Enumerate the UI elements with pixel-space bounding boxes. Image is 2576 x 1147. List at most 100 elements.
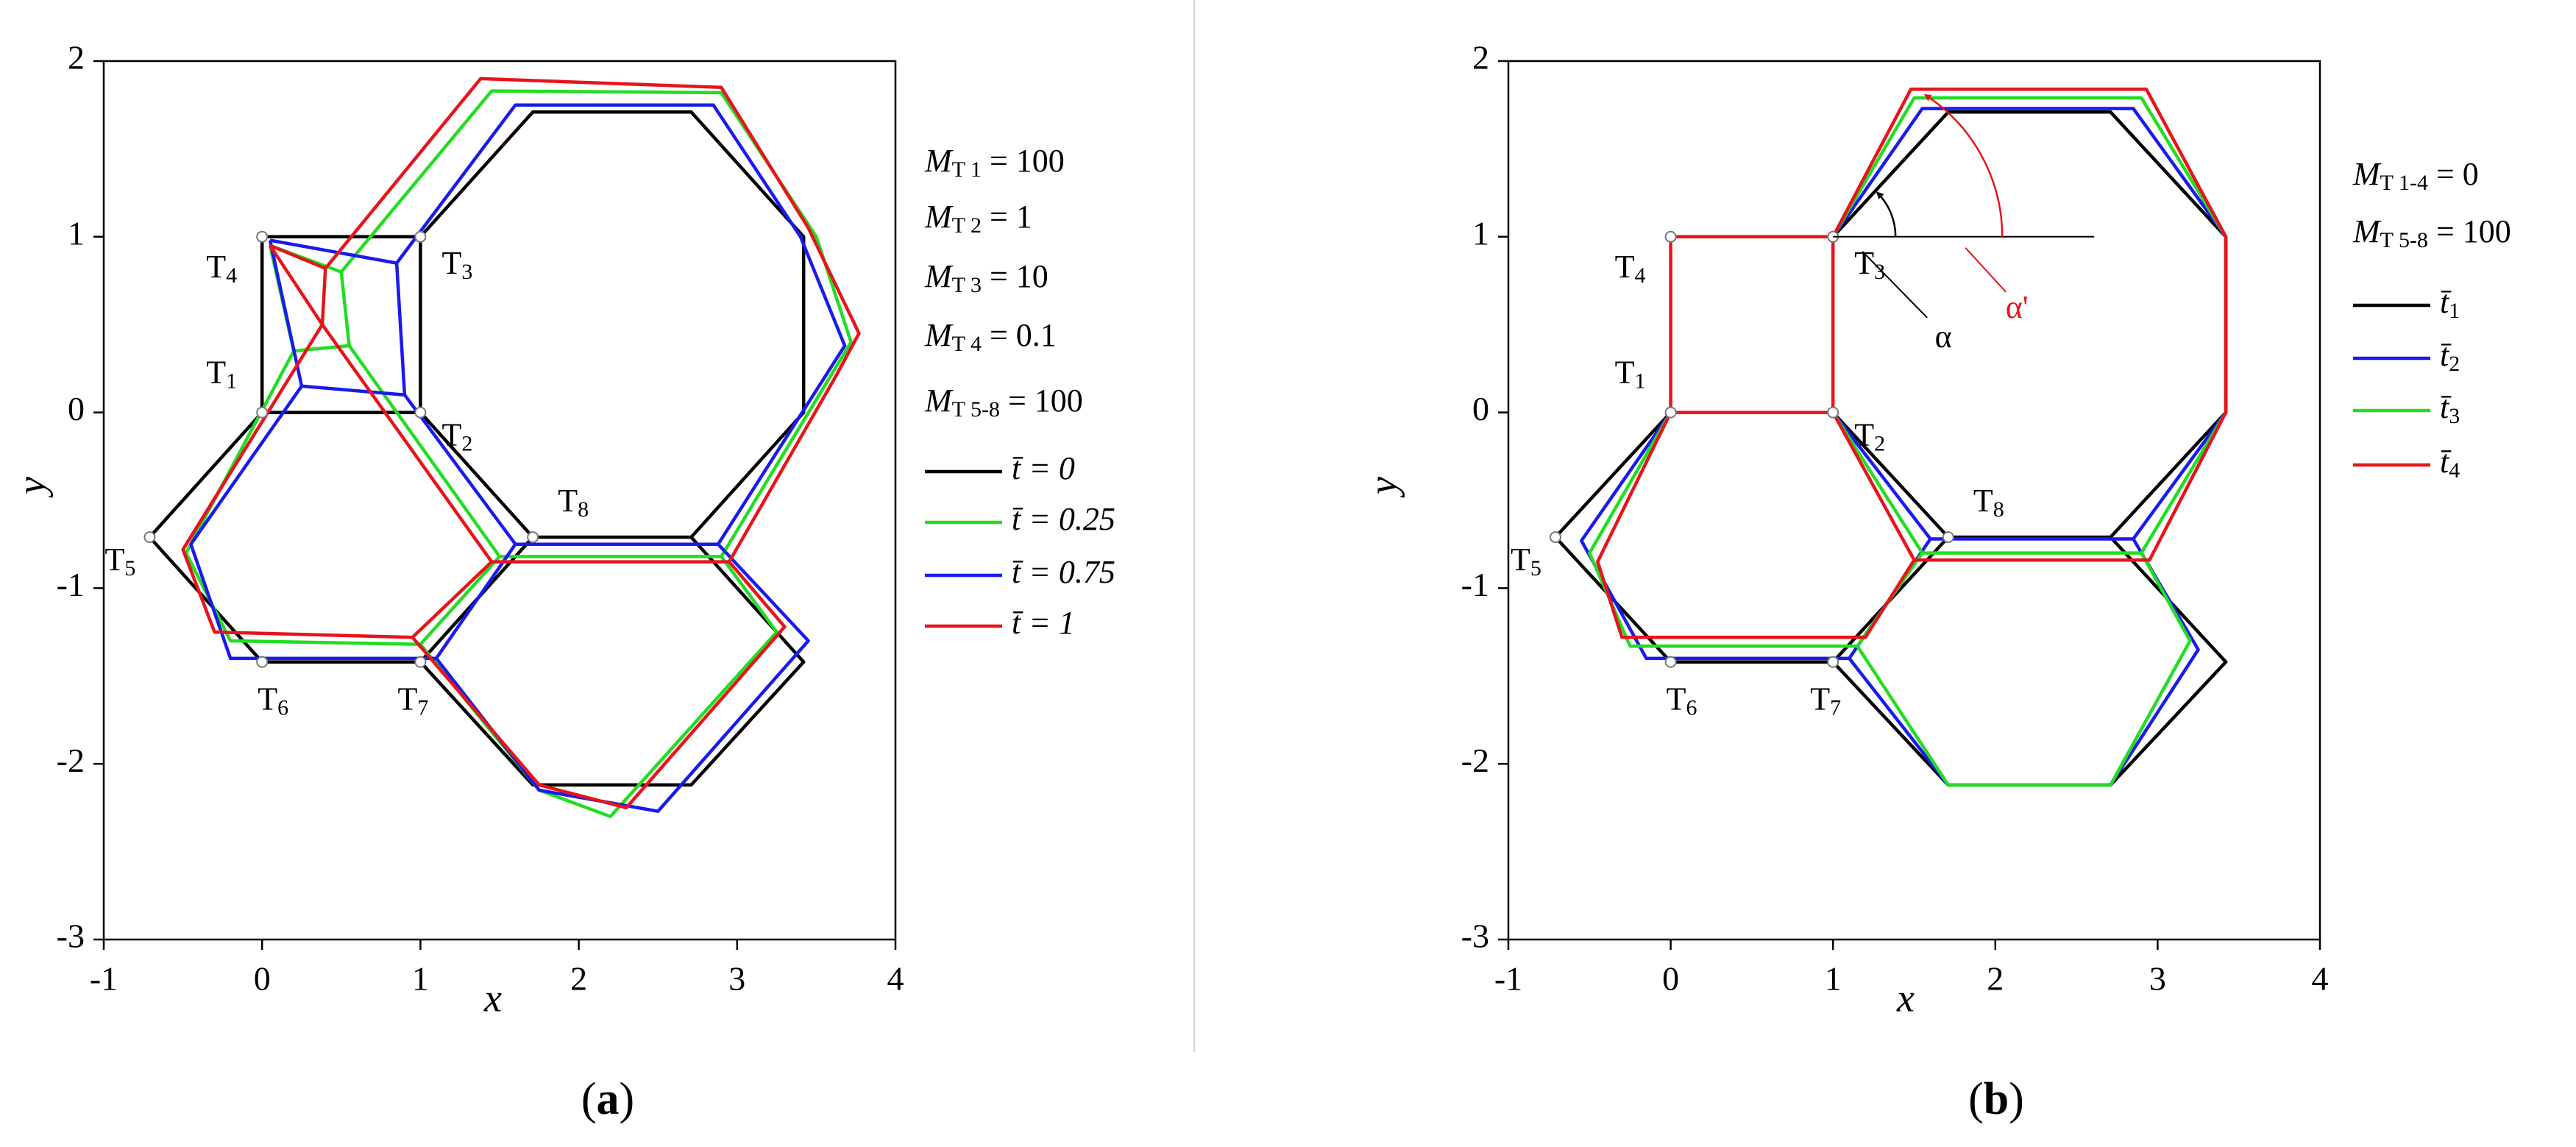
caption-part: ): [620, 1074, 635, 1124]
node-label: T2: [1854, 417, 1885, 456]
caption-part: a: [597, 1074, 620, 1124]
node-label-main: T: [206, 355, 226, 391]
node-label: T4: [1615, 249, 1646, 288]
x-tick-label: 3: [728, 960, 745, 998]
legend-name: t̄ = 0.25: [1012, 501, 1115, 537]
y-tick-label: 2: [68, 39, 85, 77]
legend-subscript: 2: [2449, 352, 2460, 376]
legend-parameter: MT 5-8 = 100: [924, 383, 1083, 422]
legend-name: t̄: [2440, 444, 2452, 480]
node-marker: [1664, 230, 1677, 243]
x-axis-label: x: [1896, 976, 1915, 1020]
y-tick-label: 1: [1472, 214, 1489, 252]
node-label-sub: 8: [578, 497, 589, 522]
node-marker: [143, 531, 156, 544]
y-tick-label: -2: [57, 742, 85, 779]
param-subscript: T 1: [952, 157, 982, 182]
x-tick-label: 1: [412, 960, 429, 998]
x-tick-label: 4: [2312, 960, 2329, 998]
param-value: = 100: [2428, 213, 2511, 249]
panel-caption: (b): [1968, 1074, 2024, 1124]
x-tick-label: 2: [570, 960, 587, 998]
param-symbol: M: [924, 258, 954, 294]
panel-caption: (a): [581, 1074, 634, 1124]
node-marker: [414, 230, 427, 243]
node-label-main: T: [1854, 245, 1874, 281]
node-label-main: T: [258, 681, 277, 717]
legend-name: t̄: [2440, 284, 2452, 320]
node-label-main: T: [558, 483, 578, 519]
param-subscript: T 2: [952, 213, 982, 238]
node-label: T3: [441, 245, 472, 284]
legend-parameter: MT 4 = 0.1: [924, 317, 1057, 356]
x-tick-label: 2: [1987, 960, 2004, 998]
node-marker: [414, 656, 427, 668]
node-marker: [527, 531, 539, 544]
node-label-sub: 2: [1874, 431, 1885, 455]
node-label-sub: 4: [226, 263, 237, 288]
node-label-sub: 6: [277, 696, 288, 720]
y-tick-label: 0: [1472, 390, 1489, 427]
node-marker: [256, 656, 269, 668]
node-label-main: T: [1854, 417, 1874, 453]
caption-part: (: [1968, 1074, 1984, 1124]
series-line: [1596, 87, 2228, 639]
x-tick-label: 0: [1662, 960, 1679, 998]
y-tick-label: -3: [57, 917, 85, 955]
node-label: T5: [104, 541, 135, 580]
node-label-main: T: [1615, 249, 1635, 285]
legend-parameter: MT 3 = 10: [924, 258, 1049, 297]
node-label: T6: [258, 681, 288, 720]
param-value: = 100: [1000, 383, 1083, 419]
legend-subscript: 4: [2449, 458, 2460, 483]
node-label: T1: [1615, 355, 1646, 394]
node-marker: [1664, 406, 1677, 419]
node-label: T2: [441, 417, 472, 456]
node-marker: [1942, 531, 1954, 544]
legend-label: t̄2: [2440, 337, 2460, 376]
param-value: = 10: [982, 258, 1049, 294]
node-marker: [414, 406, 427, 419]
param-value: = 0.1: [982, 317, 1057, 353]
x-tick-label: 1: [1825, 960, 1842, 998]
node-label: T8: [1973, 483, 2004, 522]
y-tick-label: -1: [1461, 566, 1489, 603]
param-subscript: T 3: [952, 273, 982, 297]
node-marker: [1664, 656, 1677, 668]
node-label: T3: [1854, 245, 1885, 284]
node-label-main: T: [441, 245, 461, 281]
node-label-main: T: [1973, 483, 1993, 519]
x-axis-label: x: [483, 976, 502, 1020]
node-label-main: T: [104, 541, 124, 578]
y-tick-label: -2: [1461, 742, 1489, 779]
param-subscript: T 4: [952, 332, 982, 356]
node-marker: [1827, 656, 1839, 668]
legend-parameter: MT 2 = 1: [924, 199, 1032, 238]
legend-label: t̄4: [2440, 444, 2460, 483]
legend-subscript: 3: [2449, 404, 2460, 428]
y-axis-label: y: [1360, 477, 1405, 498]
caption-part: (: [581, 1074, 597, 1124]
angle-arc: [1876, 191, 1897, 237]
node-label: T7: [397, 681, 428, 720]
caption-part: ): [2009, 1074, 2024, 1124]
node-label-main: T: [441, 417, 461, 453]
param-symbol: M: [924, 143, 954, 179]
node-label-main: T: [1615, 355, 1635, 391]
y-tick-label: 2: [1472, 39, 1489, 77]
series-line: [181, 77, 861, 810]
param-symbol: M: [2352, 156, 2382, 192]
node-label-sub: 2: [461, 431, 472, 455]
y-tick-label: 0: [68, 390, 85, 427]
y-axis-label: y: [9, 477, 53, 498]
series-line: [148, 110, 806, 787]
legend-label: t̄ = 0.25: [1012, 501, 1115, 537]
node-label-sub: 8: [1993, 497, 2004, 522]
plot-frame: [1507, 60, 2321, 941]
plot-frame: [102, 60, 897, 941]
legend-name: t̄: [2440, 337, 2452, 373]
annotation-leader: [1862, 251, 1928, 319]
angle-label: α: [1935, 319, 1952, 355]
